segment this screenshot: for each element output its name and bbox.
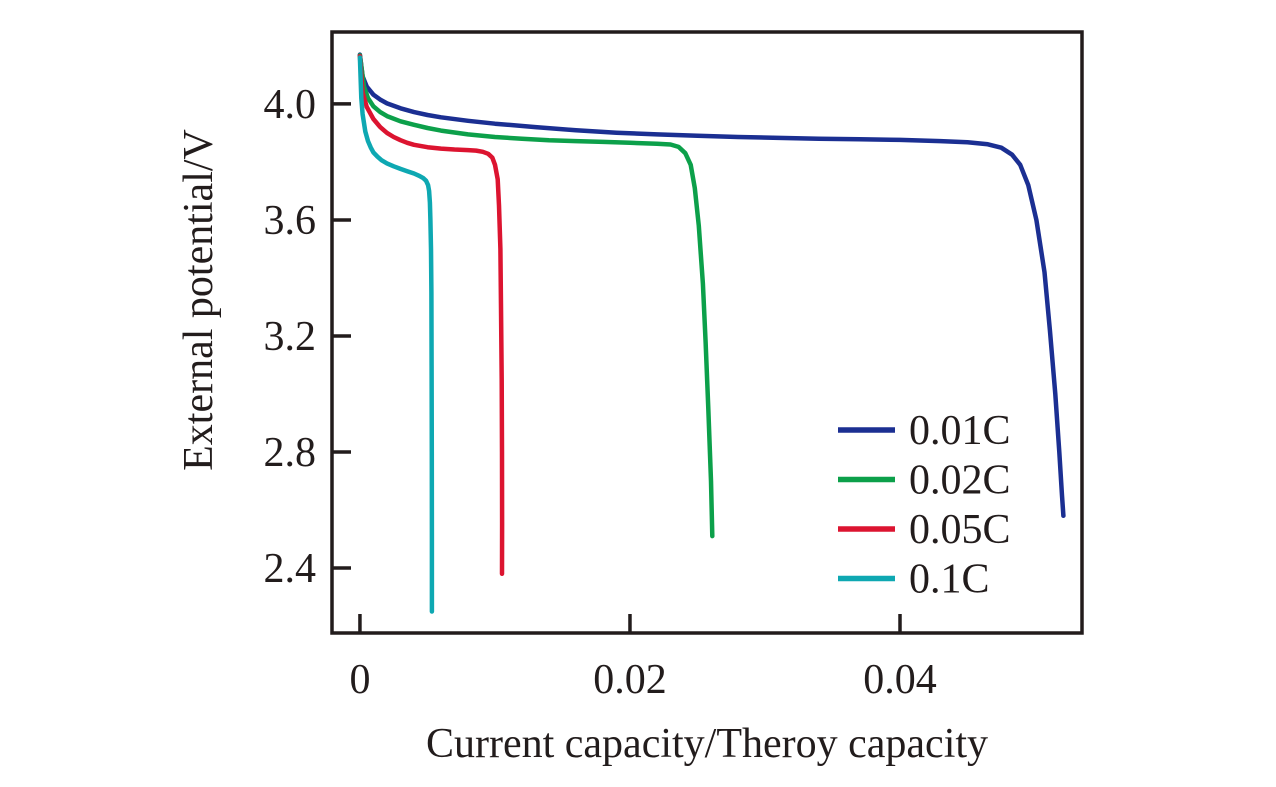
series-curve-0.1C [357, 55, 435, 614]
series-curve-0.02C [357, 52, 715, 539]
axis-ticks [332, 102, 902, 633]
y-tick-label: 3.2 [264, 314, 317, 360]
x-tick-label: 0.02 [593, 657, 667, 703]
legend-label-0.01C: 0.01C [909, 408, 1011, 454]
x-tick-label: 0.04 [863, 657, 937, 703]
curve-series-group [357, 52, 1066, 614]
series-curve-0.05C [357, 53, 505, 577]
legend-label-0.05C: 0.05C [909, 507, 1011, 553]
legend-label-0.02C: 0.02C [909, 458, 1011, 504]
y-tick-label: 2.8 [264, 430, 317, 476]
series-curve-0.01C [357, 52, 1066, 519]
y-tick-label: 4.0 [264, 82, 317, 128]
x-axis-title: Current capacity/Theroy capacity [426, 721, 988, 767]
y-tick-label: 2.4 [264, 546, 317, 592]
plot-frame [330, 30, 1084, 635]
x-tick-label: 0 [349, 657, 370, 703]
axis-tick-labels: 4.0 3.6 3.2 2.8 2.4 0 0.02 0.04 [264, 82, 937, 703]
legend-label-0.1C: 0.1C [909, 557, 990, 603]
y-tick-label: 3.6 [264, 198, 317, 244]
y-axis-title: External potential/V [176, 129, 222, 471]
